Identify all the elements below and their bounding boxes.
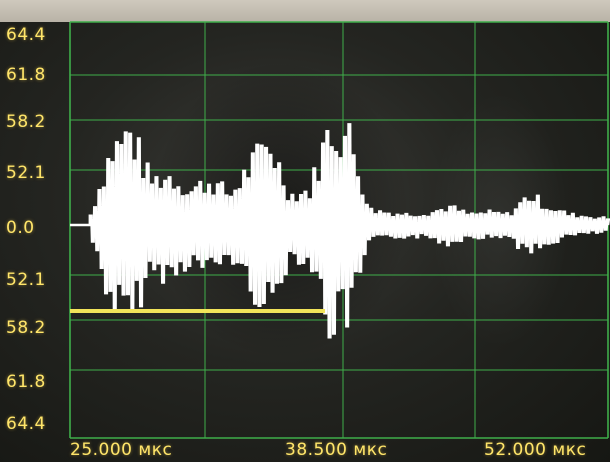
- x-tick-label: 38.500 мкс: [285, 440, 388, 460]
- y-tick-label: 58.2: [6, 112, 46, 132]
- y-tick-label: 52.1: [6, 270, 46, 290]
- x-tick-label: 25.000 мкс: [70, 440, 173, 460]
- y-tick-label: 61.8: [6, 65, 46, 85]
- x-tick-label: 52.000 мкс: [484, 440, 587, 460]
- y-tick-label: 58.2: [6, 318, 46, 338]
- waveform-trace: [70, 123, 610, 339]
- y-tick-label: 0.0: [6, 218, 35, 238]
- y-tick-label: 52.1: [6, 163, 46, 183]
- waveform-line: [70, 123, 610, 339]
- y-tick-label: 64.4: [6, 25, 46, 45]
- y-tick-label: 61.8: [6, 372, 46, 392]
- y-tick-label: 64.4: [6, 414, 46, 434]
